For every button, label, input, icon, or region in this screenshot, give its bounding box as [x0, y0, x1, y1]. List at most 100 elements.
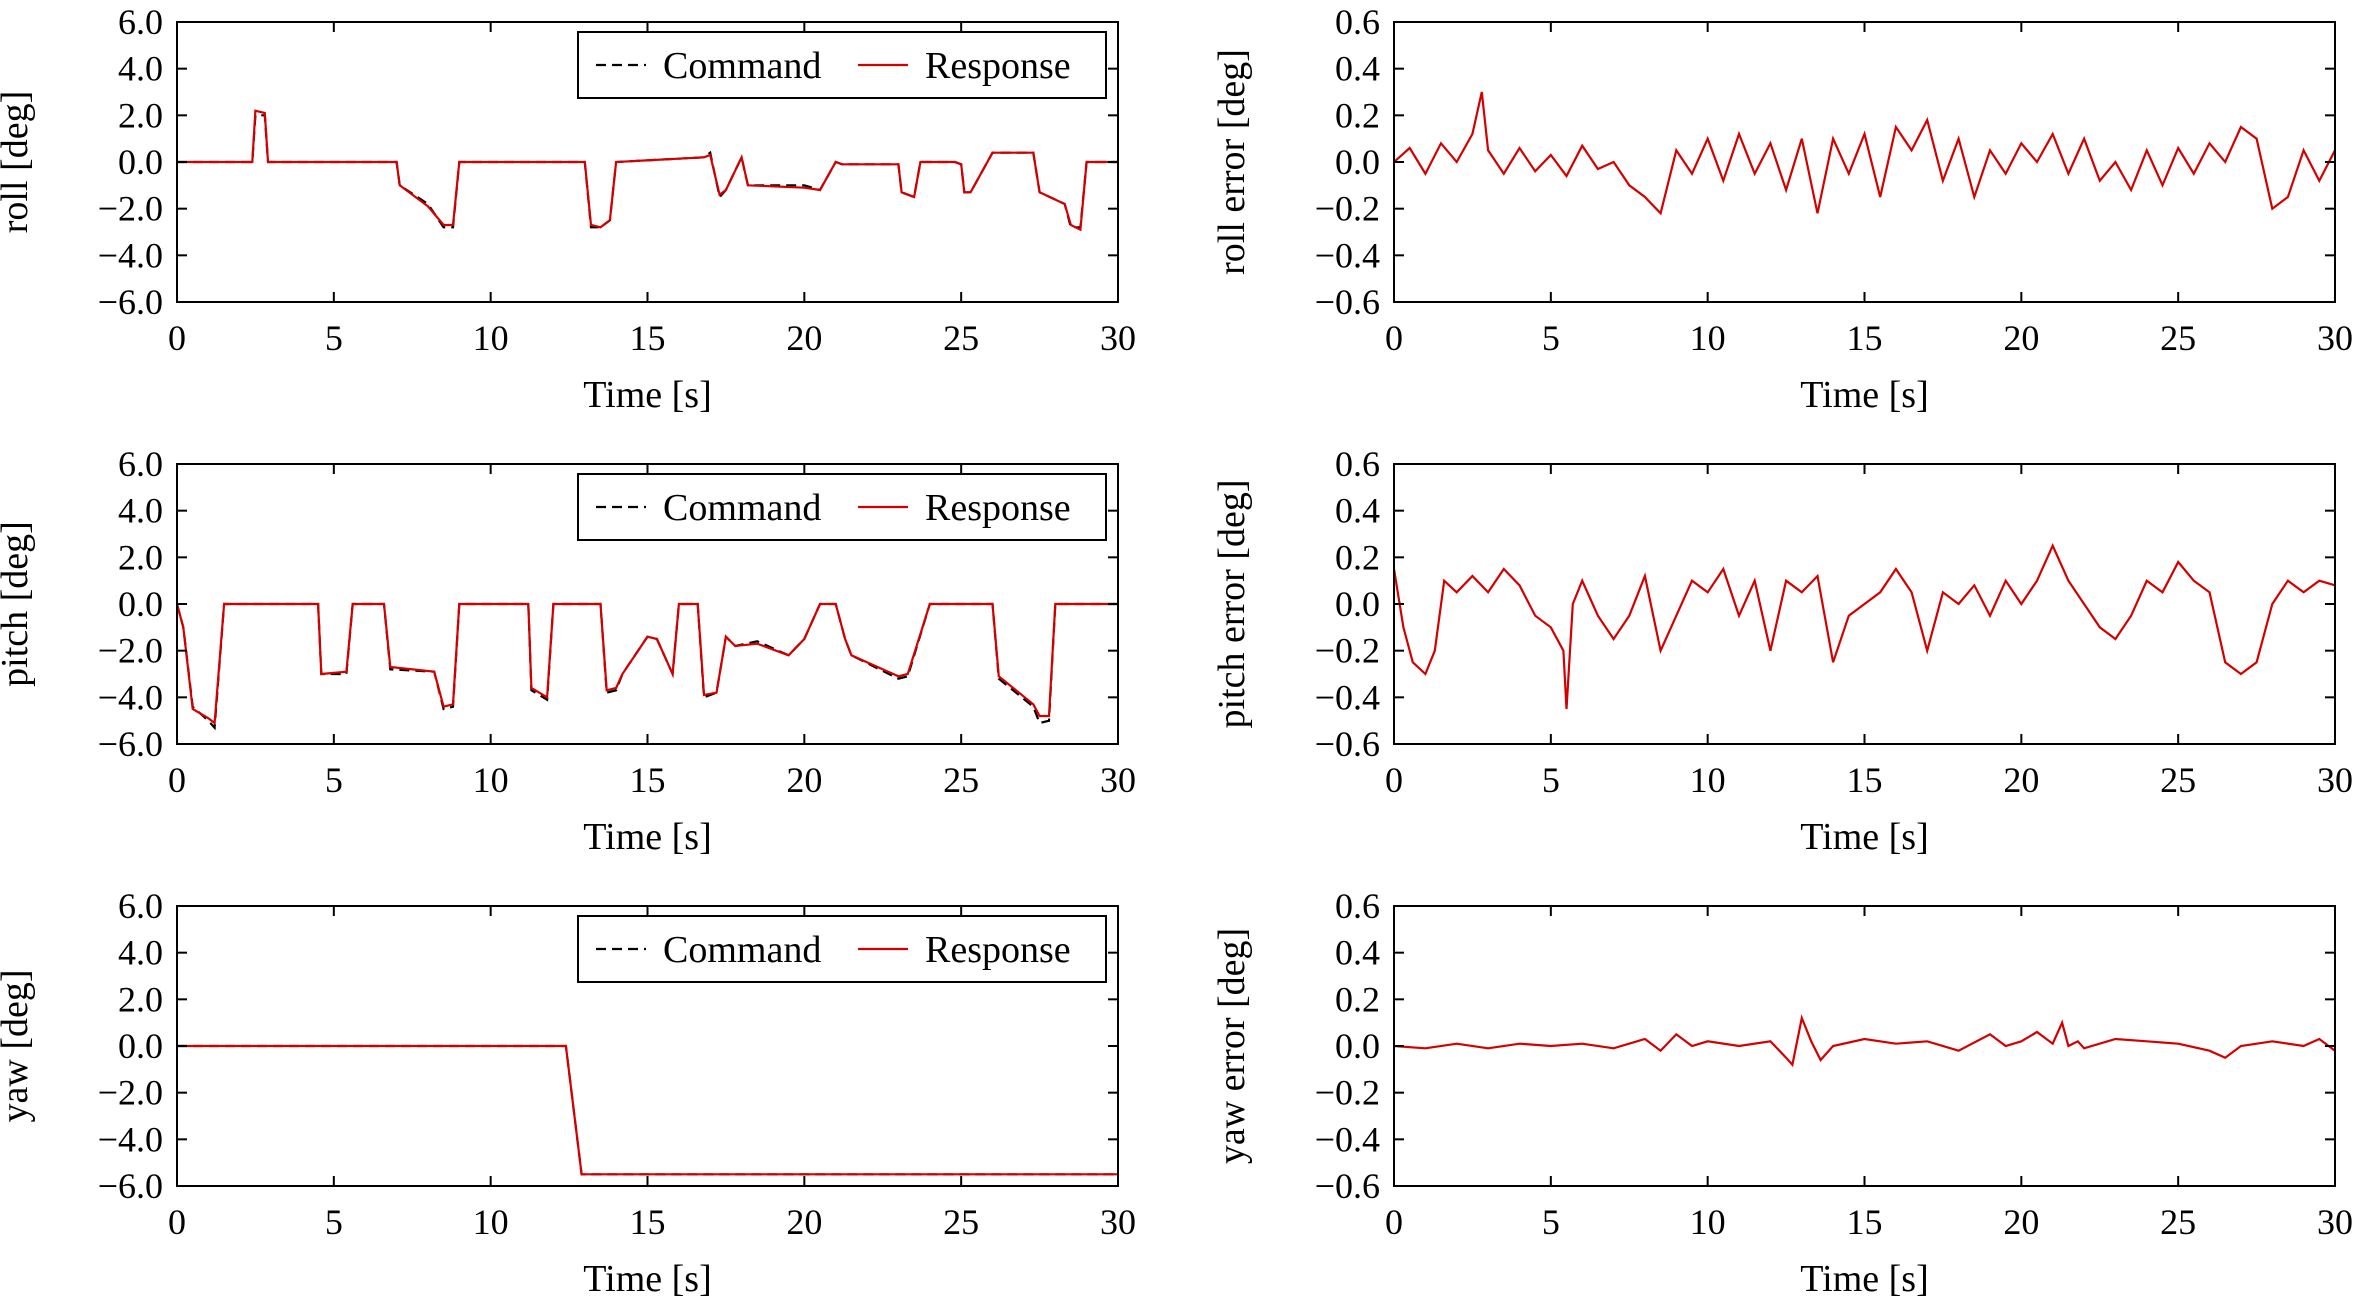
yaw-series-response-line	[177, 1044, 1118, 1176]
roll-error-y-axis-label: roll error [deg]	[1211, 49, 1253, 275]
yaw-legend-command-label: Command	[663, 929, 821, 971]
pitch-y-tick-label: 4.0	[118, 491, 163, 531]
yaw-error-chart: 0 5 10 15 20 25 30 −0.6 −0.4 −0.2 0.0 0.2 0.4 0.6 Time…	[1211, 886, 2353, 1300]
pitch-error-x-tick-label: 25	[2160, 760, 2196, 800]
roll-error-y-tick-label: 0.2	[1335, 95, 1380, 135]
pitch-x-tick-label: 0	[168, 760, 186, 800]
pitch-error-y-tick-label: 0.6	[1335, 444, 1380, 484]
yaw-x-tick-label: 5	[325, 1202, 343, 1242]
yaw-error-y-tick-label: −0.6	[1315, 1166, 1380, 1206]
yaw-error-y-tick-label: −0.4	[1315, 1119, 1380, 1159]
roll-error-x-tick-label: 20	[2003, 318, 2039, 358]
pitch-error-x-tick-label: 0	[1385, 760, 1403, 800]
yaw-error-y-tick-label: 0.0	[1335, 1026, 1380, 1066]
pitch-error-y-axis-label: pitch error [deg]	[1211, 480, 1253, 729]
pitch-legend-response-label: Response	[925, 487, 1071, 529]
roll-x-tick-label: 30	[1100, 318, 1136, 358]
roll-legend-box	[577, 31, 1107, 99]
roll-error-y-tick-label: −0.6	[1315, 282, 1380, 322]
roll-x-tick-label: 10	[473, 318, 509, 358]
pitch-error-y-tick-label: −0.4	[1315, 677, 1380, 717]
roll-series-command-line	[177, 114, 1118, 229]
roll-error-x-tick-label: 25	[2160, 318, 2196, 358]
roll-x-tick-label: 5	[325, 318, 343, 358]
roll-error-series-error-line	[1394, 91, 2335, 216]
yaw-error-x-tick-label: 10	[1690, 1202, 1726, 1242]
roll-legend: Command Response	[577, 31, 1107, 99]
yaw-error-x-tick-label: 20	[2003, 1202, 2039, 1242]
roll-y-tick-label: 6.0	[118, 2, 163, 42]
pitch-x-tick-label: 20	[786, 760, 822, 800]
yaw-error-x-tick-label: 30	[2317, 1202, 2353, 1242]
roll-error-y-tick-label: 0.6	[1335, 2, 1380, 42]
roll-error-x-tick-label: 0	[1385, 318, 1403, 358]
yaw-x-tick-label: 30	[1100, 1202, 1136, 1242]
pitch-series-response-line	[177, 602, 1118, 726]
yaw-error-x-tick-label: 15	[1847, 1202, 1883, 1242]
pitch-x-tick-label: 25	[943, 760, 979, 800]
yaw-x-tick-label: 25	[943, 1202, 979, 1242]
yaw-chart: 0 5 10 15 20 25 30 −6.0 −4.0 −2.0 0.0 2.0 4.0 6.0 Time…	[0, 886, 1136, 1300]
yaw-error-y-tick-label: 0.2	[1335, 979, 1380, 1019]
pitch-y-tick-label: −4.0	[98, 677, 163, 717]
yaw-error-x-axis-label: Time [s]	[1800, 1258, 1928, 1300]
yaw-x-tick-label: 15	[630, 1202, 666, 1242]
pitch-error-x-tick-label: 5	[1542, 760, 1560, 800]
pitch-x-tick-label: 5	[325, 760, 343, 800]
yaw-x-axis-label: Time [s]	[583, 1258, 711, 1300]
pitch-error-x-tick-label: 15	[1847, 760, 1883, 800]
yaw-x-tick-label: 20	[786, 1202, 822, 1242]
pitch-y-tick-label: 6.0	[118, 444, 163, 484]
pitch-error-y-tick-label: −0.6	[1315, 724, 1380, 764]
pitch-legend: Command Response	[577, 473, 1107, 541]
pitch-legend-box	[577, 473, 1107, 541]
yaw-y-tick-label: 2.0	[118, 979, 163, 1019]
pitch-error-y-tick-label: −0.2	[1315, 631, 1380, 671]
yaw-x-tick-label: 0	[168, 1202, 186, 1242]
roll-chart: 0 5 10 15 20 25 30 −6.0 −4.0 −2.0 0.0 2.0 4.0 6.0 Time…	[0, 2, 1136, 416]
roll-error-chart: 0 5 10 15 20 25 30 −0.6 −0.4 −0.2 0.0 0.2 0.4 0.6 Time…	[1211, 2, 2353, 416]
roll-y-tick-label: 4.0	[118, 49, 163, 89]
yaw-error-series-error-line	[1394, 1014, 2335, 1068]
pitch-error-x-tick-label: 30	[2317, 760, 2353, 800]
roll-series-response-line	[177, 109, 1118, 232]
pitch-x-tick-label: 10	[473, 760, 509, 800]
yaw-y-tick-label: −2.0	[98, 1073, 163, 1113]
yaw-error-x-tick-label: 25	[2160, 1202, 2196, 1242]
pitch-error-y-tick-label: 0.0	[1335, 584, 1380, 624]
yaw-y-tick-label: 0.0	[118, 1026, 163, 1066]
roll-y-axis-label: roll [deg]	[0, 91, 36, 233]
roll-y-tick-label: 0.0	[118, 142, 163, 182]
roll-x-tick-label: 15	[630, 318, 666, 358]
yaw-legend: Command Response	[577, 915, 1107, 983]
roll-x-tick-label: 0	[168, 318, 186, 358]
roll-error-x-tick-label: 30	[2317, 318, 2353, 358]
pitch-error-y-tick-label: 0.4	[1335, 491, 1380, 531]
pitch-y-tick-label: 0.0	[118, 584, 163, 624]
yaw-error-x-tick-label: 5	[1542, 1202, 1560, 1242]
yaw-error-y-tick-label: 0.6	[1335, 886, 1380, 926]
pitch-series-command-line	[177, 602, 1118, 731]
roll-error-y-tick-label: 0.0	[1335, 142, 1380, 182]
yaw-y-tick-label: −6.0	[98, 1166, 163, 1206]
roll-error-y-tick-label: −0.4	[1315, 235, 1380, 275]
roll-error-x-tick-label: 5	[1542, 318, 1560, 358]
yaw-error-y-axis-label: yaw error [deg]	[1211, 928, 1253, 1164]
pitch-error-x-tick-label: 20	[2003, 760, 2039, 800]
roll-legend-response-label: Response	[925, 45, 1071, 87]
roll-error-y-tick-label: −0.2	[1315, 189, 1380, 229]
pitch-chart: 0 5 10 15 20 25 30 −6.0 −4.0 −2.0 0.0 2.0 4.0 6.0 Time…	[0, 444, 1136, 858]
yaw-y-tick-label: −4.0	[98, 1119, 163, 1159]
roll-error-x-tick-label: 10	[1690, 318, 1726, 358]
roll-error-x-tick-label: 15	[1847, 318, 1883, 358]
roll-y-tick-label: −4.0	[98, 235, 163, 275]
roll-error-y-tick-label: 0.4	[1335, 49, 1380, 89]
roll-error-plot-frame	[1393, 21, 2336, 303]
yaw-error-x-tick-label: 0	[1385, 1202, 1403, 1242]
pitch-y-tick-label: 2.0	[118, 537, 163, 577]
yaw-y-axis-label: yaw [deg]	[0, 970, 36, 1123]
roll-error-x-axis-label: Time [s]	[1800, 374, 1928, 416]
yaw-error-y-tick-label: −0.2	[1315, 1073, 1380, 1113]
pitch-error-y-tick-label: 0.2	[1335, 537, 1380, 577]
